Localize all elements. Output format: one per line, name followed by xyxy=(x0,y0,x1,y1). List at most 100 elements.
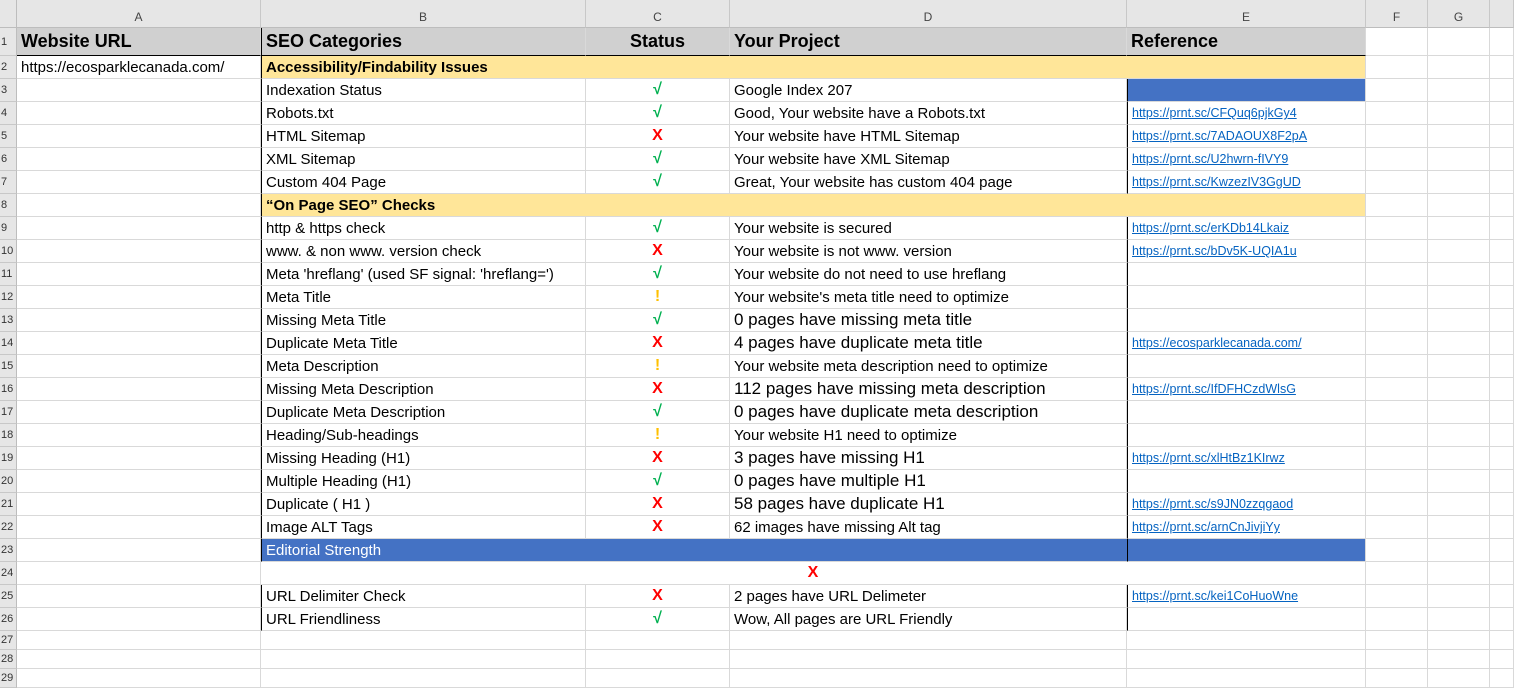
reference-link[interactable]: https://ecosparklecanada.com/ xyxy=(1132,336,1302,350)
empty-cell[interactable] xyxy=(1366,562,1428,585)
empty-cell[interactable] xyxy=(1490,194,1514,217)
project-cell[interactable]: Wow, All pages are URL Friendly xyxy=(730,608,1127,631)
row-header-16[interactable]: 16 xyxy=(0,378,17,401)
empty-cell[interactable] xyxy=(730,650,1127,669)
category-cell[interactable]: HTML Sitemap xyxy=(261,125,586,148)
empty-cell[interactable] xyxy=(17,79,261,102)
row-header-26[interactable]: 26 xyxy=(0,608,17,631)
project-cell[interactable]: 62 images have missing Alt tag xyxy=(730,516,1127,539)
empty-cell[interactable] xyxy=(17,470,261,493)
project-cell[interactable]: 2 pages have URL Delimeter xyxy=(730,585,1127,608)
empty-cell[interactable] xyxy=(1428,286,1490,309)
empty-cell[interactable] xyxy=(1366,56,1428,79)
empty-cell[interactable] xyxy=(586,631,730,650)
row-header-10[interactable]: 10 xyxy=(0,240,17,263)
empty-cell[interactable] xyxy=(1428,148,1490,171)
reference-link[interactable]: https://prnt.sc/IfDFHCzdWlsG xyxy=(1132,382,1296,396)
empty-cell[interactable] xyxy=(1366,286,1428,309)
category-cell[interactable]: Custom 404 Page xyxy=(261,171,586,194)
empty-cell[interactable] xyxy=(1428,194,1490,217)
empty-cell[interactable] xyxy=(1428,516,1490,539)
empty-cell[interactable] xyxy=(1490,585,1514,608)
reference-cell[interactable] xyxy=(1127,309,1366,332)
empty-cell[interactable] xyxy=(17,424,261,447)
header-c[interactable]: Status xyxy=(586,28,730,56)
reference-link[interactable]: https://prnt.sc/s9JN0zzqgaod xyxy=(1132,497,1294,511)
row-header-1[interactable]: 1 xyxy=(0,28,17,56)
row-header-29[interactable]: 29 xyxy=(0,669,17,688)
empty-cell[interactable] xyxy=(1428,79,1490,102)
empty-cell[interactable] xyxy=(1366,125,1428,148)
category-cell[interactable]: http & https check xyxy=(261,217,586,240)
empty-cell[interactable] xyxy=(1428,217,1490,240)
empty-cell[interactable] xyxy=(1490,447,1514,470)
row-header-8[interactable]: 8 xyxy=(0,194,17,217)
empty-cell[interactable] xyxy=(1366,424,1428,447)
status-bad-icon[interactable]: X xyxy=(586,240,730,263)
status-ok-icon[interactable]: √ xyxy=(586,148,730,171)
empty-cell[interactable] xyxy=(1366,493,1428,516)
category-cell[interactable]: Multiple Heading (H1) xyxy=(261,470,586,493)
category-cell[interactable]: Heading/Sub-headings xyxy=(261,424,586,447)
column-header-E[interactable]: E xyxy=(1127,0,1366,28)
empty-cell[interactable] xyxy=(1366,516,1428,539)
empty-cell[interactable] xyxy=(586,669,730,688)
category-cell[interactable]: Missing Heading (H1) xyxy=(261,447,586,470)
empty-cell[interactable] xyxy=(1428,263,1490,286)
reference-cell[interactable] xyxy=(1127,286,1366,309)
reference-cell[interactable] xyxy=(1127,424,1366,447)
category-cell[interactable]: www. & non www. version check xyxy=(261,240,586,263)
reference-cell[interactable]: https://prnt.sc/s9JN0zzqgaod xyxy=(1127,493,1366,516)
empty-cell[interactable] xyxy=(1490,539,1514,562)
empty-cell[interactable] xyxy=(1428,28,1490,56)
status-bad-icon[interactable]: X xyxy=(586,378,730,401)
project-cell[interactable]: 58 pages have duplicate H1 xyxy=(730,493,1127,516)
status-bad-icon[interactable]: X xyxy=(586,332,730,355)
empty-cell[interactable] xyxy=(1366,263,1428,286)
empty-cell[interactable] xyxy=(1366,650,1428,669)
empty-cell[interactable] xyxy=(1428,378,1490,401)
section-header[interactable]: “On Page SEO” Checks xyxy=(261,194,1366,217)
empty-cell[interactable] xyxy=(17,286,261,309)
category-cell[interactable]: Meta Description xyxy=(261,355,586,378)
project-cell[interactable]: 0 pages have missing meta title xyxy=(730,309,1127,332)
header-b[interactable]: SEO Categories xyxy=(261,28,586,56)
empty-cell[interactable] xyxy=(17,669,261,688)
status-bad-icon[interactable]: X xyxy=(586,516,730,539)
empty-cell[interactable] xyxy=(1490,263,1514,286)
empty-cell[interactable] xyxy=(1490,102,1514,125)
empty-cell[interactable] xyxy=(1366,332,1428,355)
empty-cell[interactable] xyxy=(1428,171,1490,194)
empty-cell[interactable] xyxy=(1366,631,1428,650)
row-header-11[interactable]: 11 xyxy=(0,263,17,286)
project-cell[interactable]: Your website have XML Sitemap xyxy=(730,148,1127,171)
empty-cell[interactable] xyxy=(1366,608,1428,631)
category-cell[interactable]: Meta 'hreflang' (used SF signal: 'hrefla… xyxy=(261,263,586,286)
empty-cell[interactable] xyxy=(1490,424,1514,447)
empty-cell[interactable] xyxy=(1366,217,1428,240)
empty-cell[interactable] xyxy=(1428,125,1490,148)
row-header-3[interactable]: 3 xyxy=(0,79,17,102)
empty-cell[interactable] xyxy=(1428,309,1490,332)
row-header-23[interactable]: 23 xyxy=(0,539,17,562)
status-warn-icon[interactable]: ! xyxy=(586,355,730,378)
empty-cell[interactable] xyxy=(1366,309,1428,332)
category-cell[interactable]: Duplicate ( H1 ) xyxy=(261,493,586,516)
category-cell[interactable]: Duplicate Meta Title xyxy=(261,332,586,355)
empty-cell[interactable] xyxy=(730,669,1127,688)
reference-cell[interactable]: https://prnt.sc/U2hwrn-fIVY9 xyxy=(1127,148,1366,171)
status-ok-icon[interactable]: √ xyxy=(586,263,730,286)
reference-cell[interactable]: https://prnt.sc/xlHtBz1KIrwz xyxy=(1127,447,1366,470)
project-cell[interactable]: Your website H1 need to optimize xyxy=(730,424,1127,447)
row-header-13[interactable]: 13 xyxy=(0,309,17,332)
project-cell[interactable]: Your website have HTML Sitemap xyxy=(730,125,1127,148)
empty-cell[interactable] xyxy=(17,650,261,669)
empty-cell[interactable] xyxy=(17,309,261,332)
empty-cell[interactable] xyxy=(1366,355,1428,378)
empty-cell[interactable] xyxy=(1127,669,1366,688)
empty-cell[interactable] xyxy=(1490,631,1514,650)
reference-cell[interactable]: https://prnt.sc/arnCnJivjiYy xyxy=(1127,516,1366,539)
empty-cell[interactable] xyxy=(1490,148,1514,171)
empty-cell[interactable] xyxy=(1428,585,1490,608)
empty-cell[interactable] xyxy=(1428,562,1490,585)
